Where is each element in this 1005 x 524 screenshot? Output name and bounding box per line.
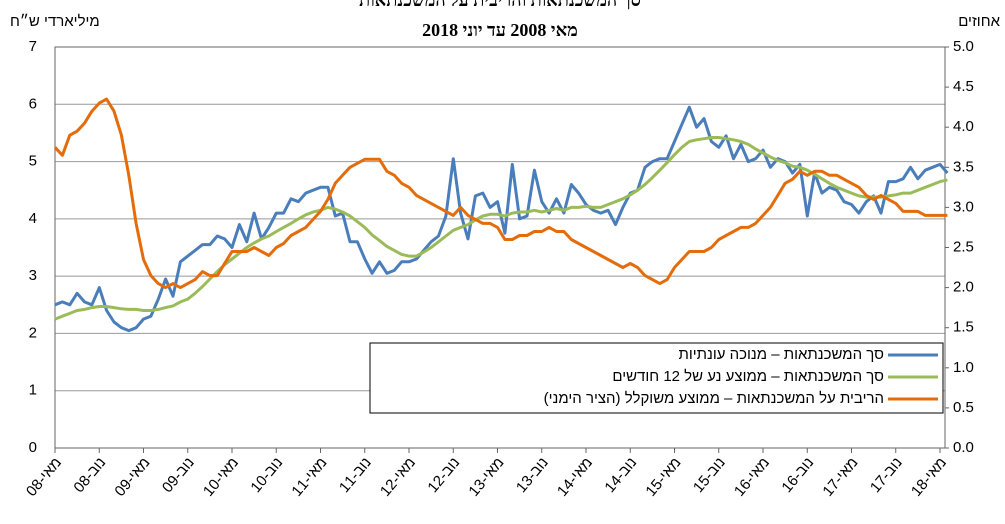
x-tick-label: מאי-08 <box>23 454 65 500</box>
y2-tick-label: 1.5 <box>953 319 974 336</box>
x-tick-label: נוב-14 <box>601 454 640 496</box>
y2-axis-label: אחוזים <box>958 13 1000 30</box>
y-tick-label: 3 <box>29 267 37 284</box>
legend-label: סך המשכנתאות – ממוצע נע של 12 חודשים <box>612 368 884 385</box>
x-tick-label: נוב-17 <box>867 454 906 496</box>
y-tick-label: 7 <box>29 38 37 55</box>
x-tick-label: נוב-16 <box>778 454 817 496</box>
x-tick-label: מאי-18 <box>908 454 950 500</box>
x-tick-label: מאי-15 <box>642 454 684 500</box>
x-tick-label: מאי-11 <box>288 454 330 500</box>
y2-tick-label: 1.0 <box>953 359 974 376</box>
y2-tick-label: 4.5 <box>953 78 974 95</box>
x-tick-label: מאי-09 <box>111 454 153 500</box>
y-tick-label: 5 <box>29 153 37 170</box>
x-tick-label: נוב-09 <box>159 454 198 496</box>
chart-subtitle: מאי 2008 עד יוני 2018 <box>422 20 578 40</box>
series-line <box>54 136 948 321</box>
y2-tick-label: 3.0 <box>953 198 974 215</box>
y-tick-label: 4 <box>29 210 37 227</box>
y2-tick-label: 0.0 <box>953 439 974 456</box>
legend-label: הריבית על המשכנתאות – ממוצע משוקלל (הציר… <box>544 390 884 407</box>
x-tick-label: מאי-14 <box>554 454 596 500</box>
x-tick-label: מאי-12 <box>377 454 419 500</box>
x-tick-label: מאי-17 <box>819 454 861 500</box>
x-tick-label: נוב-10 <box>247 454 286 496</box>
x-tick-label: נוב-08 <box>70 454 109 496</box>
x-tick-label: נוב-12 <box>424 454 463 496</box>
y2-tick-label: 4.0 <box>953 118 974 135</box>
y2-tick-label: 3.5 <box>953 158 974 175</box>
y-tick-label: 6 <box>29 95 37 112</box>
x-tick-label: מאי-16 <box>731 454 773 500</box>
y-tick-label: 0 <box>29 439 37 456</box>
series-line <box>53 97 948 290</box>
y2-tick-label: 2.0 <box>953 279 974 296</box>
y2-tick-label: 5.0 <box>953 38 974 55</box>
x-tick-label: נוב-15 <box>690 454 729 496</box>
x-tick-label: נוב-13 <box>513 454 552 496</box>
y-axis-label: מיליארדי ש״ח <box>10 13 100 30</box>
plot-frame <box>54 46 946 449</box>
chart-title: סך המשכנתאות והריבית על המשכנתאות <box>359 0 641 10</box>
y-tick-label: 2 <box>29 324 37 341</box>
y-tick-label: 1 <box>29 382 37 399</box>
legend-label: סך המשכנתאות – מנוכה עונתיות <box>679 346 885 363</box>
x-tick-label: נוב-11 <box>336 454 375 496</box>
y2-tick-label: 0.5 <box>953 399 974 416</box>
x-tick-label: מאי-10 <box>200 454 242 500</box>
x-tick-label: מאי-13 <box>465 454 507 500</box>
legend-box <box>369 342 944 414</box>
y2-tick-label: 2.5 <box>953 238 974 255</box>
